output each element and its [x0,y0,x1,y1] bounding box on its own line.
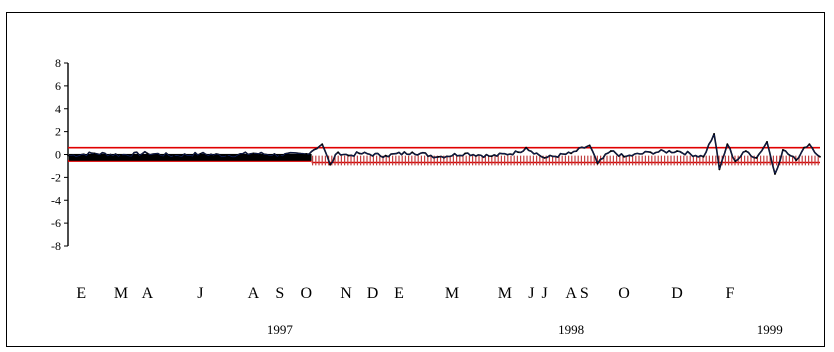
dense-band-1997 [69,153,312,161]
series-point [774,173,776,175]
series-point [225,154,228,157]
series-point [199,153,202,155]
series-point [623,155,625,158]
x-month-label: A [142,285,154,302]
x-month-label: M [498,285,512,302]
series-point [464,152,467,155]
lower-band-markers [312,155,819,166]
y-tick-label: 2 [55,125,61,139]
x-year-label: 1997 [267,322,294,337]
y-tick-label: 6 [55,79,61,93]
series-point [173,154,175,157]
chart-frame: 8 6 4 2 0 -2 -4 -6 -8 E M A J A S O N D E M M J J A S O D F 1997 199… [6,12,825,347]
series-point [803,146,806,149]
series-point [411,151,414,154]
series-point [146,152,149,155]
series-point [347,154,350,157]
y-tick-label: 4 [55,102,61,116]
series-group [67,132,821,175]
series-point [570,152,572,155]
x-year-label: 1999 [757,322,783,337]
series-point [755,157,758,159]
series-point [782,149,784,151]
series-point [93,152,96,155]
series-point [543,157,546,159]
series-point [713,133,715,135]
y-tick-label: -4 [51,193,61,207]
series-point [766,141,768,143]
series-point [795,159,798,162]
x-month-label: F [726,285,735,302]
x-month-label: J [197,285,203,302]
y-tick-label: 0 [55,148,61,162]
series-point [808,143,811,146]
x-month-label: S [580,285,589,302]
x-year-label: 1998 [558,322,584,337]
series-point [67,154,69,157]
series-point [609,150,612,152]
series-point [676,150,678,152]
series-point [490,155,493,158]
x-month-label: E [394,285,404,302]
series-line [67,133,821,175]
y-tick-label: -8 [51,239,61,253]
series-line-accent [67,132,821,175]
series-point [702,155,705,158]
series-point [437,155,440,158]
y-tick-label: -6 [51,216,61,230]
y-tick-label: -2 [51,170,61,184]
x-month-label: M [445,285,459,302]
x-month-label: M [114,285,128,302]
x-month-label: N [340,285,352,302]
series-point [726,143,729,146]
x-month-label: O [301,285,313,302]
x-month-label: D [671,285,683,302]
series-point [649,151,652,154]
series-point [252,152,255,155]
series-point [588,144,591,147]
x-month-label: A [248,285,260,302]
series-point [329,163,332,166]
series-point [337,151,339,154]
series-point [525,146,527,149]
x-month-label: J [542,285,548,302]
y-tick-label: 8 [55,56,61,70]
series-point [744,150,747,152]
series-point [718,168,721,171]
x-month-label: S [275,285,284,302]
series-point [819,155,821,158]
series-point [358,152,361,155]
x-month-label: J [528,285,534,302]
x-month-label: O [618,285,630,302]
series-point [596,162,599,165]
x-month-label: D [367,285,379,302]
series-point [278,154,281,156]
series-point [384,154,387,157]
series-point [305,153,308,155]
x-month-label: A [565,285,577,302]
series-point [120,154,122,156]
series-point [734,160,737,163]
series-point [321,143,324,146]
y-axis: 8 6 4 2 0 -2 -4 -6 -8 [51,56,69,253]
x-month-label: E [76,285,86,302]
series-point [517,151,520,154]
